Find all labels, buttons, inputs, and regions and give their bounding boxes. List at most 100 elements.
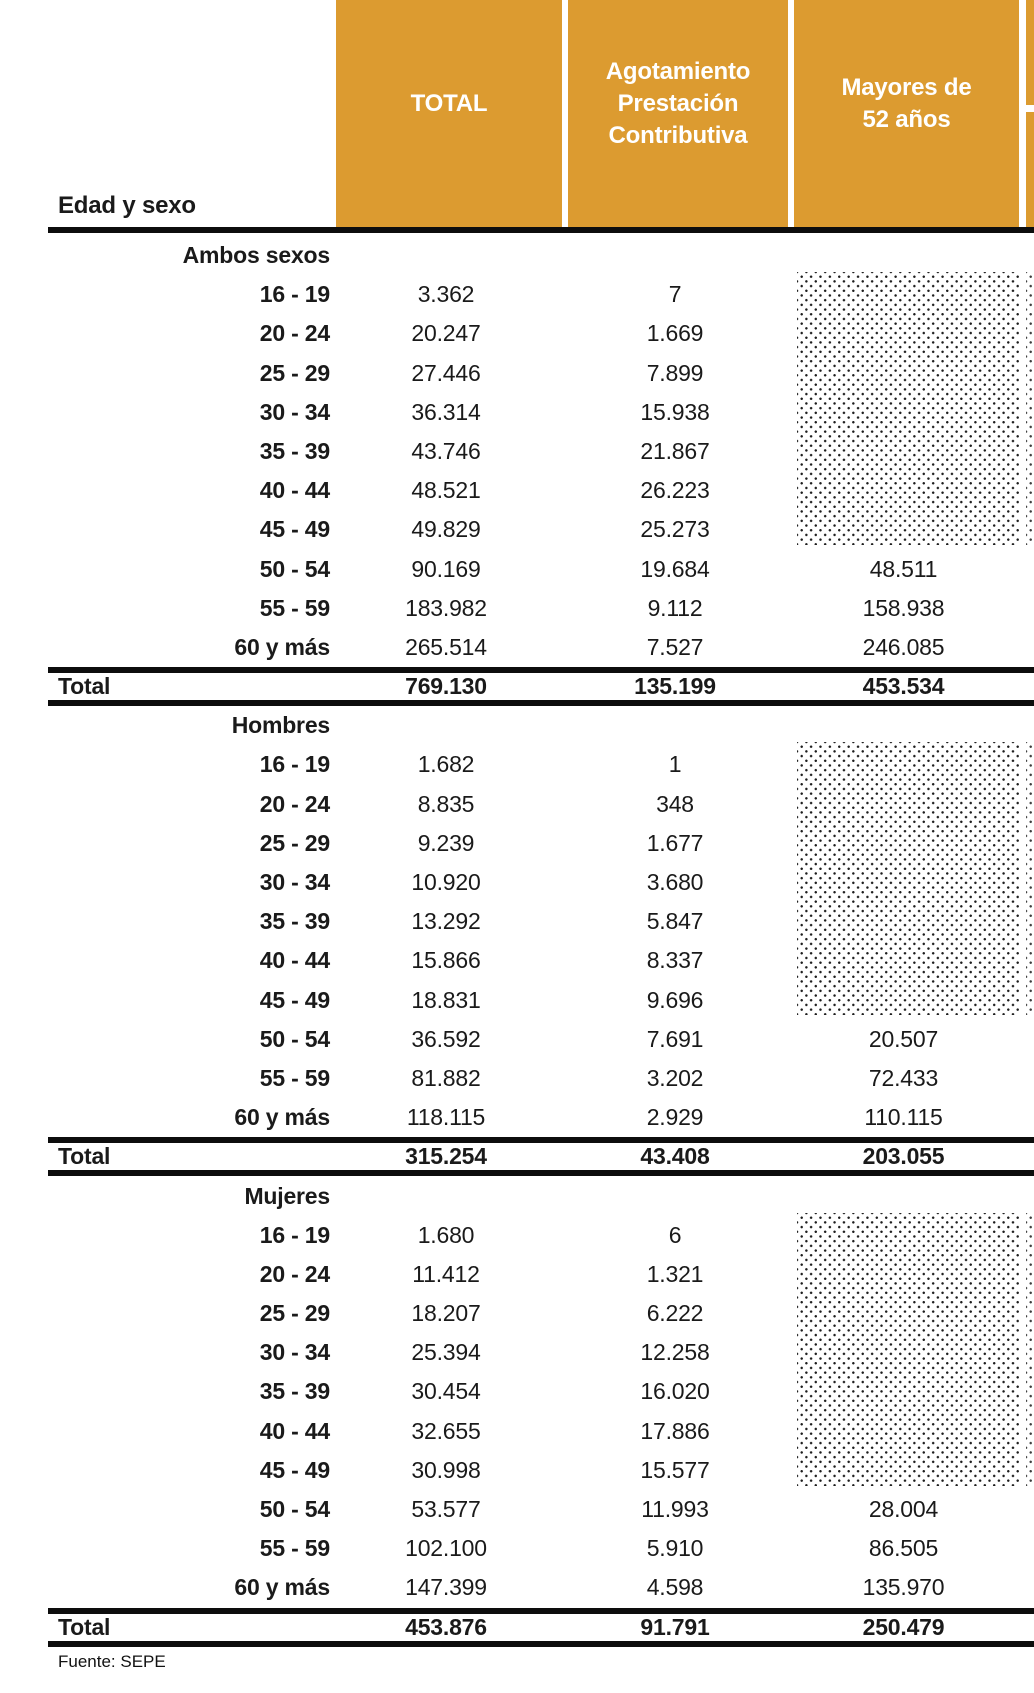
value-total: 27.446: [411, 359, 481, 386]
no-data-dotted-block: [797, 272, 1019, 545]
group-row: Mujeres: [0, 1177, 1034, 1216]
table-row: 55 - 59 183.982 9.112 158.938: [0, 589, 1034, 628]
value-agotamiento: 6.222: [646, 1300, 704, 1327]
group-label: Hombres: [231, 712, 330, 739]
table-row: 45 - 49 30.998 15.577: [0, 1451, 1034, 1490]
value-total: 48.521: [411, 477, 481, 504]
table-row: 20 - 24 11.412 1.321: [0, 1255, 1034, 1294]
group-row: Ambos sexos: [0, 236, 1034, 275]
value-agotamiento: 16.020: [640, 1378, 710, 1405]
value-agotamiento: 17.886: [640, 1417, 710, 1444]
value-total: 315.254: [405, 1143, 487, 1170]
total-label: Total: [58, 673, 111, 700]
column-header-agotamiento: Agotamiento Prestación Contributiva: [568, 0, 788, 227]
value-agotamiento: 91.791: [640, 1613, 710, 1640]
value-mayores: 72.433: [868, 1064, 939, 1091]
value-agotamiento: 1.669: [646, 320, 704, 347]
no-data-dotted-block: [797, 1213, 1019, 1486]
age-label: 20 - 24: [259, 1260, 330, 1287]
age-label: 45 - 49: [259, 1456, 330, 1483]
group-label: Mujeres: [244, 1182, 330, 1209]
value-agotamiento: 7: [668, 281, 682, 308]
value-total: 13.292: [411, 908, 481, 935]
table-body: Ambos sexos 16 - 19 3.362 7 20 - 24 20.247 1.6…: [0, 236, 1034, 1647]
column-header-total: TOTAL: [336, 0, 562, 227]
value-agotamiento: 4.598: [646, 1574, 704, 1601]
age-label: 60 y más: [234, 1574, 330, 1601]
table-row: 35 - 39 43.746 21.867: [0, 432, 1034, 471]
value-total: 147.399: [405, 1574, 487, 1601]
table-row: 40 - 44 15.866 8.337: [0, 941, 1034, 980]
age-label: 60 y más: [234, 633, 330, 660]
total-divider-line: [48, 667, 1034, 673]
value-agotamiento: 43.408: [640, 1143, 710, 1170]
age-label: 16 - 19: [259, 751, 330, 778]
value-agotamiento: 3.680: [646, 869, 704, 895]
age-label: 35 - 39: [259, 1378, 330, 1405]
value-total: 32.655: [411, 1417, 481, 1444]
value-total: 36.592: [411, 1025, 481, 1052]
value-total: 1.682: [417, 751, 475, 778]
column-header-total-label: TOTAL: [410, 89, 488, 117]
age-label: 40 - 44: [259, 1417, 330, 1444]
table-row: 50 - 54 53.577 11.993 28.004: [0, 1490, 1034, 1529]
value-total: 53.577: [411, 1496, 481, 1522]
value-total: 453.876: [405, 1613, 487, 1640]
value-agotamiento: 1.321: [646, 1260, 704, 1287]
value-mayores: [788, 1177, 1019, 1216]
value-total: 183.982: [405, 594, 487, 621]
value-mayores: 20.507: [868, 1025, 939, 1052]
table-row: 25 - 29 27.446 7.899: [0, 354, 1034, 393]
value-total: 43.746: [411, 437, 481, 464]
no-data-dotted-block-cropped: [1026, 272, 1034, 545]
value-agotamiento: 348: [656, 790, 694, 817]
value-total: 118.115: [406, 1104, 486, 1131]
value-total: 30.454: [411, 1378, 481, 1405]
age-label: 20 - 24: [259, 790, 330, 817]
table-row: 16 - 19 1.680 6: [0, 1216, 1034, 1255]
age-label: 50 - 54: [259, 555, 330, 582]
table-row: 30 - 34 10.920 3.680: [0, 863, 1034, 902]
table-row: 16 - 19 1.682 1: [0, 745, 1034, 784]
value-mayores: 86.505: [868, 1535, 939, 1562]
total-divider-line: [48, 700, 1034, 706]
value-agotamiento: 7.899: [646, 359, 704, 386]
value-agotamiento: 15.577: [640, 1456, 710, 1483]
source-note: Fuente: SEPE: [58, 1652, 166, 1671]
value-mayores: 246.085: [862, 633, 945, 660]
age-label: 25 - 29: [259, 829, 330, 856]
group-row: Hombres: [0, 706, 1034, 745]
table-row: 40 - 44 32.655 17.886: [0, 1412, 1034, 1451]
value-total: 11.412: [412, 1260, 480, 1287]
total-divider-line: [48, 1137, 1034, 1143]
value-total: 90.169: [411, 555, 481, 582]
value-total: 20.247: [411, 320, 481, 347]
corner-label-edad-y-sexo: Edad y sexo: [58, 192, 196, 219]
table-row: 45 - 49 18.831 9.696: [0, 981, 1034, 1020]
no-data-dotted-block: [797, 742, 1019, 1015]
table-row: 25 - 29 18.207 6.222: [0, 1294, 1034, 1333]
total-row: Total 453.876 91.791 250.479: [0, 1608, 1034, 1647]
value-total: [330, 236, 562, 275]
header-divider-line: [48, 227, 1034, 233]
age-label: 25 - 29: [259, 1300, 330, 1327]
value-mayores: 250.479: [862, 1613, 945, 1640]
table-row: 60 y más 265.514 7.527 246.085: [0, 628, 1034, 667]
age-label: 25 - 29: [259, 359, 330, 386]
value-total: 15.866: [411, 947, 481, 974]
table-row: 40 - 44 48.521 26.223: [0, 471, 1034, 510]
total-divider-line: [48, 1170, 1034, 1176]
table-row: 60 y más 118.115 2.929 110.115: [0, 1098, 1034, 1137]
no-data-dotted-block-cropped: [1026, 742, 1034, 1015]
value-mayores: 135.970: [862, 1574, 945, 1601]
value-mayores: [788, 706, 1019, 745]
age-label: 30 - 34: [259, 398, 330, 425]
total-divider-line: [48, 1608, 1034, 1614]
value-agotamiento: 7.527: [646, 633, 704, 660]
value-agotamiento: 6: [668, 1221, 682, 1248]
total-row: Total 769.130 135.199 453.534: [0, 667, 1034, 706]
table-row: 25 - 29 9.239 1.677: [0, 824, 1034, 863]
total-divider-line: [48, 1641, 1034, 1647]
value-agotamiento: [562, 706, 788, 745]
